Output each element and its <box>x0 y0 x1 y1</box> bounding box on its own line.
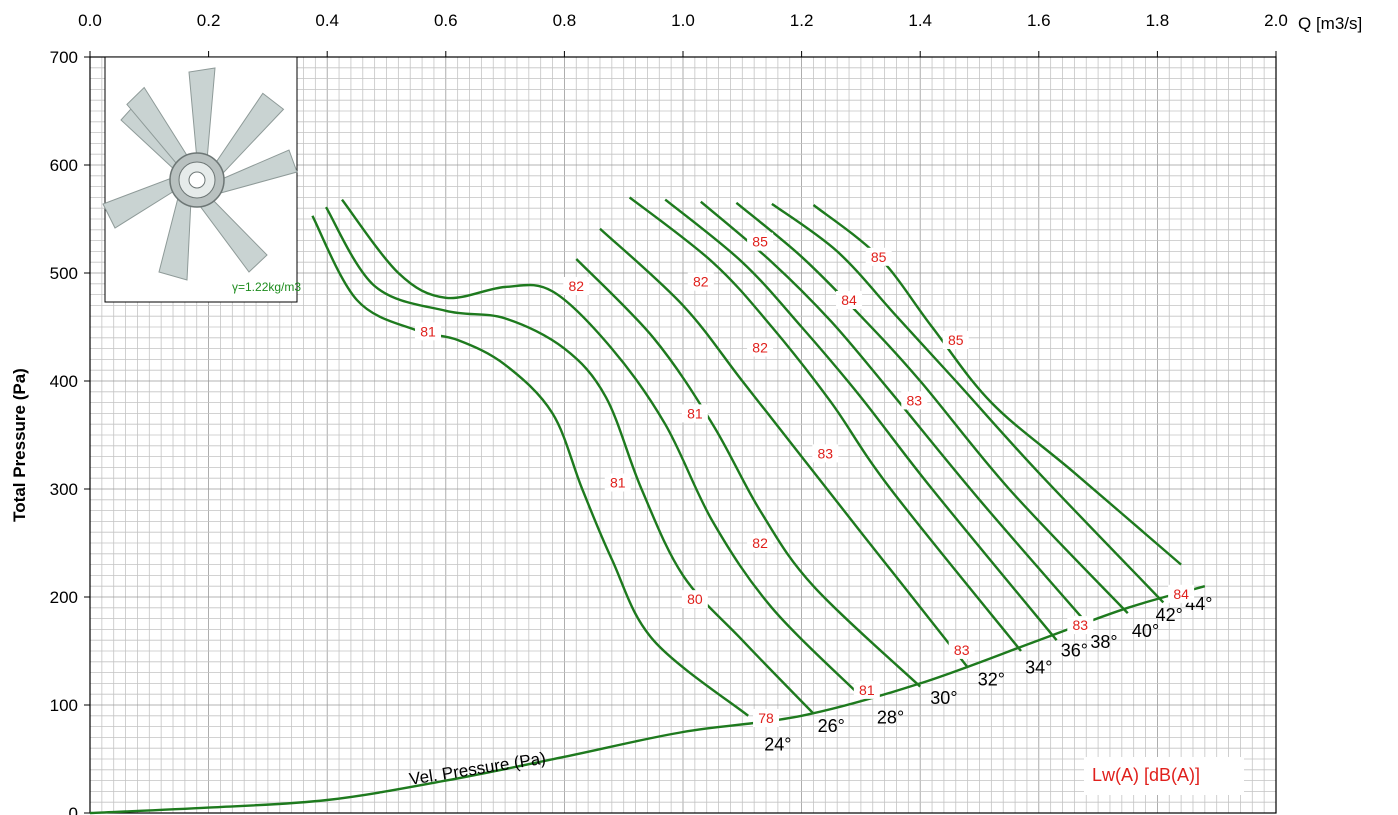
blade-angle-label: 24° <box>764 734 791 754</box>
sound-level-label: 81 <box>420 323 436 339</box>
sound-label-bg <box>681 404 708 423</box>
sound-level-label: 82 <box>752 340 768 356</box>
sound-label-bg <box>753 708 780 727</box>
fan-curve-38deg <box>700 200 1094 631</box>
x-tick-label: 0.4 <box>315 11 339 30</box>
blade-angle-label: 26° <box>818 716 845 736</box>
sound-level-label: 82 <box>752 535 768 551</box>
y-tick-label: 600 <box>50 156 78 175</box>
fan-curve-32deg <box>599 227 969 668</box>
axes: 0.0 0.2 0.4 0.6 0.8 1.0 1.2 1.4 1.6 1.8 2.0 Q [m3/s… <box>10 11 1362 815</box>
sound-label-bg <box>1067 616 1094 635</box>
sound-level-label: 85 <box>871 249 887 265</box>
sound-level-label: 81 <box>687 405 703 421</box>
sound-level-label: 85 <box>752 234 768 250</box>
fan-curve-24deg <box>311 215 749 717</box>
sound-legend: Lw(A) [dB(A)] <box>1084 757 1244 795</box>
sound-label-bg <box>681 590 708 609</box>
sound-label-bg <box>687 272 714 291</box>
sound-level-label: 81 <box>859 682 875 698</box>
sound-label-bg <box>853 680 880 699</box>
sound-label-bg <box>604 473 631 492</box>
sound-label-bg <box>836 291 863 309</box>
sound-level-label: 83 <box>1073 617 1089 633</box>
sound-level-label: 80 <box>687 591 703 607</box>
sound-label-bg <box>747 232 774 251</box>
x-axis-label: Q [m3/s] <box>1298 14 1362 33</box>
x-tick-label: 1.6 <box>1027 11 1051 30</box>
sound-label-bg <box>1168 584 1195 603</box>
y-tick-label: 0 <box>69 804 78 815</box>
blade-angle-label: 36° <box>1061 640 1088 660</box>
fan-curve-42deg <box>771 202 1165 604</box>
grid <box>89 56 1277 814</box>
sound-level-label: 84 <box>1173 586 1189 602</box>
y-tick-label: 700 <box>50 48 78 67</box>
blade-angle-label: 38° <box>1090 632 1117 652</box>
sound-label-bg <box>415 322 442 341</box>
x-tick-label: 2.0 <box>1264 11 1288 30</box>
sound-legend-label: Lw(A) [dB(A)] <box>1092 765 1200 785</box>
sound-level-label: 83 <box>906 392 922 408</box>
x-tick-label: 1.4 <box>908 11 932 30</box>
x-tick-label: 0.2 <box>197 11 221 30</box>
velocity-pressure-curve <box>89 585 1206 815</box>
sound-level-label: 84 <box>841 292 857 308</box>
blade-angle-label: 32° <box>978 670 1005 690</box>
sound-level-label: 83 <box>954 642 970 658</box>
blade-angle-label: 42° <box>1156 605 1183 625</box>
fan-curve-34deg <box>628 196 1022 652</box>
blade-angle-label: 34° <box>1025 658 1052 678</box>
fan-image-inset: γ=1.22kg/m3 <box>102 56 301 303</box>
sound-label-bg <box>901 391 928 410</box>
fan-curve-36deg <box>664 198 1058 641</box>
fan-icon <box>102 67 298 281</box>
y-tick-label: 500 <box>50 264 78 283</box>
sound-level-label: 82 <box>693 274 709 290</box>
sound-level-label: 82 <box>568 278 584 294</box>
sound-label-bg <box>563 276 590 295</box>
y-tick-label: 100 <box>50 696 78 715</box>
sound-level-label: 85 <box>948 332 964 348</box>
blade-angle-label: 28° <box>877 707 904 727</box>
sound-level-label: 78 <box>758 710 774 726</box>
x-tick-label: 1.0 <box>671 11 695 30</box>
fan-curve-30deg <box>575 258 922 688</box>
y-tick-label: 300 <box>50 480 78 499</box>
x-tick-label: 0.8 <box>553 11 577 30</box>
blade-angle-label: 30° <box>930 688 957 708</box>
sound-label-bg <box>747 338 774 357</box>
x-tick-label: 1.8 <box>1146 11 1170 30</box>
sound-level-label: 81 <box>610 475 626 491</box>
sound-label-bg <box>942 330 969 349</box>
air-density-label: γ=1.22kg/m3 <box>232 280 301 294</box>
sound-label-bg <box>865 247 892 266</box>
fan-curve-28deg <box>341 198 862 698</box>
y-tick-label: 200 <box>50 588 78 607</box>
blade-angle-label: 40° <box>1132 621 1159 641</box>
sound-label-bg <box>747 534 774 552</box>
x-tick-label: 0.6 <box>434 11 458 30</box>
fan-curve-40deg <box>735 201 1129 615</box>
sound-label-bg <box>812 444 839 463</box>
x-tick-label: 1.2 <box>790 11 814 30</box>
fan-curve-26deg <box>324 206 815 715</box>
y-tick-label: 400 <box>50 372 78 391</box>
y-axis-label: Total Pressure (Pa) <box>10 368 29 522</box>
x-tick-label: 0.0 <box>78 11 102 30</box>
sound-label-bg <box>948 640 975 659</box>
sound-level-label: 83 <box>818 445 834 461</box>
